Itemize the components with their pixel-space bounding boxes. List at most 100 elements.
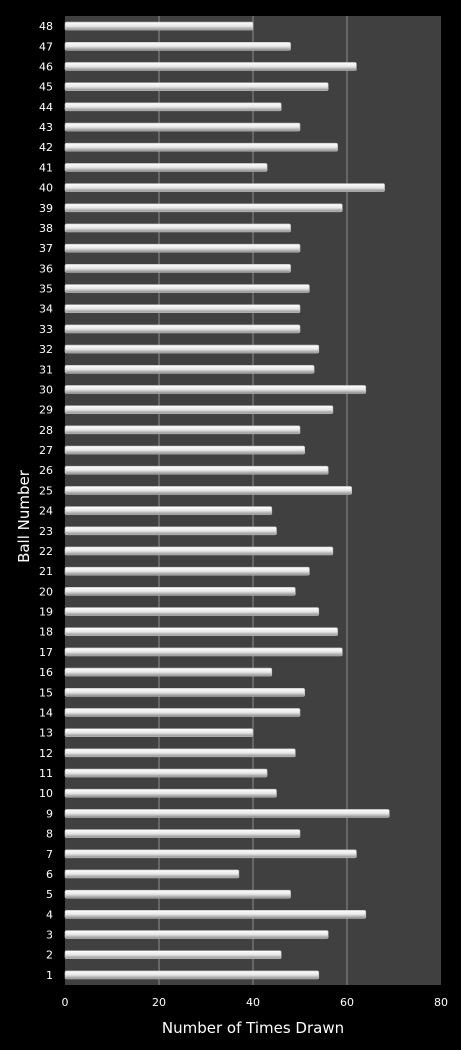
y-tick-labels: 1234567891011121314151617181920212223242… xyxy=(39,20,53,982)
y-tick-label: 25 xyxy=(39,484,53,497)
y-tick-label: 17 xyxy=(39,646,53,659)
y-tick-label: 42 xyxy=(39,141,53,154)
bar-ball-24 xyxy=(64,506,273,515)
bar-ball-17 xyxy=(64,647,343,657)
bar-ball-27 xyxy=(64,445,305,455)
y-tick-label: 16 xyxy=(39,666,53,679)
bar-ball-47 xyxy=(64,41,291,51)
y-tick-label: 40 xyxy=(39,182,53,195)
y-tick-label: 30 xyxy=(39,383,53,396)
y-tick-label: 7 xyxy=(46,848,53,861)
bar-ball-46 xyxy=(64,62,357,71)
y-tick-label: 22 xyxy=(39,545,53,558)
bar-ball-43 xyxy=(64,122,301,132)
y-tick-label: 12 xyxy=(39,747,53,760)
y-tick-label: 39 xyxy=(39,202,53,215)
y-tick-label: 27 xyxy=(39,444,53,457)
y-tick-label: 19 xyxy=(39,606,53,619)
y-tick-label: 35 xyxy=(39,283,53,296)
bar-ball-37 xyxy=(64,243,301,253)
x-tick-label: 80 xyxy=(434,996,448,1009)
y-tick-label: 11 xyxy=(39,767,53,780)
bar-ball-13 xyxy=(64,728,254,737)
grid-lines xyxy=(158,16,348,985)
bar-ball-2 xyxy=(64,950,282,960)
bar-ball-45 xyxy=(64,82,329,91)
y-tick-label: 8 xyxy=(46,828,53,841)
bar-ball-42 xyxy=(64,142,338,152)
y-tick-label: 5 xyxy=(46,888,53,901)
y-tick-label: 41 xyxy=(39,161,53,174)
bar-ball-4 xyxy=(64,910,367,919)
y-tick-label: 14 xyxy=(39,706,53,719)
bar-ball-22 xyxy=(64,546,334,556)
x-axis-title: Number of Times Drawn xyxy=(162,1019,344,1037)
bars xyxy=(64,21,390,980)
y-axis-title: Ball Number xyxy=(15,469,33,563)
y-tick-label: 44 xyxy=(39,101,53,114)
x-tick-label: 20 xyxy=(152,996,166,1009)
bar-ball-26 xyxy=(64,465,329,475)
bar-ball-12 xyxy=(64,748,296,758)
bar-ball-33 xyxy=(64,324,301,334)
bar-ball-7 xyxy=(64,849,357,859)
y-tick-label: 36 xyxy=(39,262,53,275)
y-tick-label: 21 xyxy=(39,565,53,578)
bar-ball-10 xyxy=(64,788,277,798)
bar-ball-28 xyxy=(64,425,301,435)
bar-ball-29 xyxy=(64,405,334,414)
y-tick-label: 37 xyxy=(39,242,53,255)
bar-ball-11 xyxy=(64,768,268,778)
bar-ball-21 xyxy=(64,566,310,576)
x-tick-labels: 0 20 40 60 80 xyxy=(62,996,449,1009)
bar-ball-8 xyxy=(64,829,301,838)
bar-ball-19 xyxy=(64,607,320,616)
bar-ball-38 xyxy=(64,223,291,233)
bar-ball-14 xyxy=(64,708,301,717)
bar-ball-25 xyxy=(64,486,353,495)
bar-ball-6 xyxy=(64,869,240,879)
bar-ball-16 xyxy=(64,667,273,677)
y-tick-label: 24 xyxy=(39,505,53,518)
y-tick-label: 45 xyxy=(39,81,53,94)
y-tick-label: 31 xyxy=(39,363,53,376)
y-tick-label: 47 xyxy=(39,40,53,53)
bar-ball-32 xyxy=(64,344,320,354)
y-tick-label: 10 xyxy=(39,787,53,800)
bar-ball-48 xyxy=(64,21,254,31)
y-tick-label: 28 xyxy=(39,424,53,437)
y-tick-label: 48 xyxy=(39,20,53,33)
y-tick-label: 13 xyxy=(39,727,53,740)
y-tick-label: 38 xyxy=(39,222,53,235)
y-tick-label: 34 xyxy=(39,303,53,316)
bar-ball-36 xyxy=(64,264,291,273)
x-tick-label: 60 xyxy=(340,996,354,1009)
x-tick-label: 0 xyxy=(62,996,69,1009)
y-tick-label: 6 xyxy=(46,868,53,881)
bar-ball-30 xyxy=(64,385,367,394)
y-tick-label: 9 xyxy=(46,807,53,820)
bar-ball-18 xyxy=(64,627,338,637)
y-tick-label: 2 xyxy=(46,949,53,962)
y-tick-label: 32 xyxy=(39,343,53,356)
y-tick-label: 4 xyxy=(46,908,53,921)
bar-ball-31 xyxy=(64,364,315,374)
y-tick-label: 20 xyxy=(39,585,53,598)
y-tick-label: 46 xyxy=(39,60,53,73)
y-tick-label: 23 xyxy=(39,525,53,538)
y-tick-label: 29 xyxy=(39,404,53,417)
bar-ball-39 xyxy=(64,203,343,213)
bar-ball-1 xyxy=(64,970,320,980)
bar-ball-5 xyxy=(64,889,291,899)
y-tick-label: 18 xyxy=(39,626,53,639)
bar-ball-41 xyxy=(64,163,268,172)
bar-ball-23 xyxy=(64,526,277,536)
bar-ball-15 xyxy=(64,687,305,697)
y-tick-label: 15 xyxy=(39,686,53,699)
bar-ball-35 xyxy=(64,284,310,293)
bar-ball-3 xyxy=(64,930,329,939)
bar-ball-9 xyxy=(64,809,390,818)
bar-ball-34 xyxy=(64,304,301,314)
bar-ball-20 xyxy=(64,587,296,596)
